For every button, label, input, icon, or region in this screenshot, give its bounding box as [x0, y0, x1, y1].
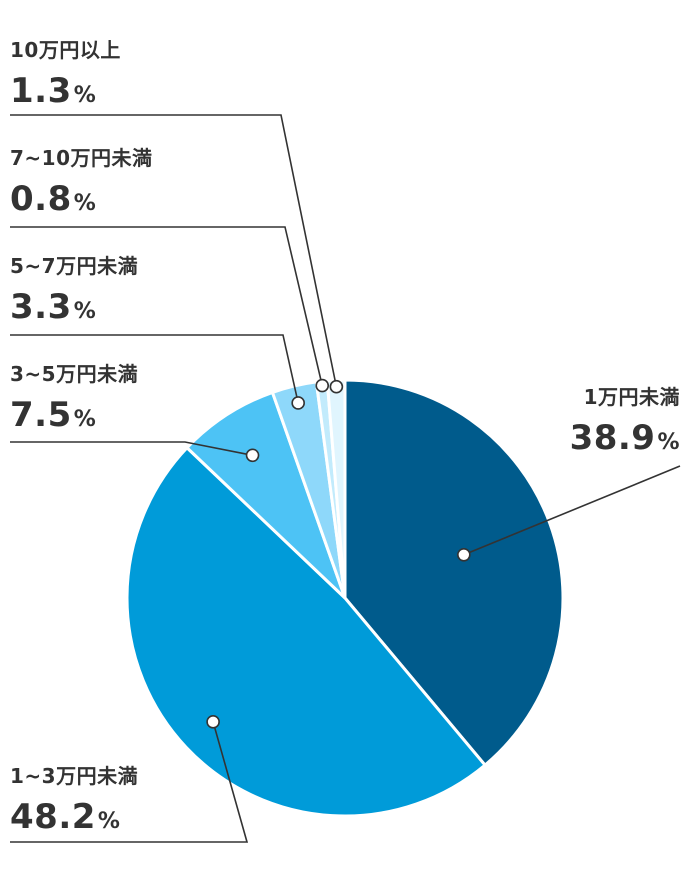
slice-value-text: 38.9	[569, 418, 656, 458]
label-7-10man-miman: 7~10万円未満 0.8%	[10, 148, 153, 216]
slice-label-value: 38.9%	[570, 421, 680, 455]
label-1-3man-miman: 1~3万円未満 48.2%	[10, 766, 138, 834]
slice-label-name: 1万円未満	[583, 385, 680, 409]
slice-label-value: 48.2%	[10, 800, 138, 834]
leader-line	[10, 226, 324, 386]
percent-unit: %	[97, 809, 121, 834]
leader-line	[10, 441, 253, 457]
label-5-7man-miman: 5~7万円未満 3.3%	[10, 256, 138, 324]
leader-line	[10, 334, 299, 404]
slice-label-name: 7~10万円未満	[10, 146, 153, 170]
leader-line	[463, 465, 681, 556]
slice-label-name: 1~3万円未満	[10, 764, 139, 788]
leader-dot	[291, 396, 305, 410]
slice-value-text: 3.3	[10, 287, 72, 327]
percent-unit: %	[73, 407, 97, 432]
slice-label-value: 0.8%	[10, 182, 153, 216]
percent-unit: %	[73, 83, 97, 108]
leader-dot	[315, 378, 330, 393]
slice-value-text: 48.2	[10, 797, 96, 837]
slices-layer	[125, 378, 565, 818]
slice-value-text: 0.8	[10, 179, 72, 219]
slice-label-value: 7.5%	[10, 398, 138, 432]
leader-line	[10, 721, 249, 843]
slice-label-name: 5~7万円未満	[10, 254, 139, 278]
leader-dot	[206, 715, 220, 729]
slice-label-name: 3~5万円未満	[10, 362, 139, 386]
leader-dot	[329, 379, 344, 394]
label-10man-ijou: 10万円以上 1.3%	[10, 40, 121, 108]
percent-unit: %	[73, 299, 97, 324]
leader-dot	[457, 547, 471, 562]
percent-unit: %	[73, 191, 97, 216]
slice-1man-miman	[343, 378, 565, 768]
slice-label-name: 10万円以上	[10, 38, 121, 62]
label-1man-miman: 1万円未満 38.9%	[570, 387, 680, 455]
slice-label-value: 3.3%	[10, 290, 138, 324]
leader-dot	[245, 448, 260, 463]
leader-line	[10, 114, 338, 387]
label-3-5man-miman: 3~5万円未満 7.5%	[10, 364, 138, 432]
slice-label-value: 1.3%	[10, 74, 121, 108]
slice-3-5man-miman	[184, 390, 347, 600]
slice-value-text: 7.5	[10, 395, 72, 435]
slice-value-text: 1.3	[10, 71, 72, 111]
leaders-layer	[10, 114, 681, 843]
percent-unit: %	[657, 430, 680, 455]
